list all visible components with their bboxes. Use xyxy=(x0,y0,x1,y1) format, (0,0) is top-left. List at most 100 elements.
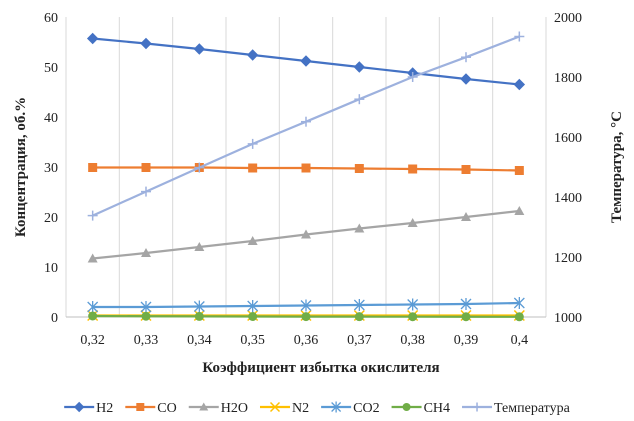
legend-marker xyxy=(402,403,411,411)
data-point-ch4 xyxy=(461,312,471,322)
data-point-h2o xyxy=(407,218,418,227)
legend-label: CH4 xyxy=(424,401,450,416)
data-point-h2 xyxy=(353,61,366,73)
data-point-h2o xyxy=(87,253,98,263)
data-point-температура xyxy=(407,72,418,82)
x-tick-label: 0,33 xyxy=(134,333,159,348)
data-point-температура xyxy=(301,116,311,127)
data-point-h2o xyxy=(354,223,365,233)
x-axis-title: Коэффициент избытка окислителя xyxy=(202,360,439,376)
legend-marker xyxy=(269,401,281,413)
legend-label: H2O xyxy=(221,401,248,416)
y-tick-label: 60 xyxy=(44,11,58,26)
data-point-co2 xyxy=(87,301,99,313)
data-point-co2 xyxy=(353,299,365,311)
y-tick-label: 10 xyxy=(44,261,58,276)
data-point-h2o xyxy=(461,212,471,221)
series-co2 xyxy=(87,297,525,313)
series-h2o xyxy=(87,206,525,263)
legend-label: CO xyxy=(157,401,176,416)
legend-item-n2: N2 xyxy=(259,401,309,416)
legend-item-температура: Температура xyxy=(462,401,571,416)
data-point-температура xyxy=(194,162,205,173)
x-tick-label: 0,35 xyxy=(240,333,265,348)
data-point-co2 xyxy=(407,298,419,311)
x-tick-label: 0,37 xyxy=(347,333,372,348)
data-point-температура xyxy=(247,138,258,149)
data-point-ch4 xyxy=(88,311,98,321)
data-point-co2 xyxy=(300,299,312,312)
tick-labels: 0,32 0,33 0,34 0,35 0,36 0,37 0,38 0,39 0,4 0 10 20… xyxy=(44,11,582,348)
data-point-ch4 xyxy=(141,311,151,321)
y2-tick-label: 1200 xyxy=(554,251,582,266)
y-tick-label: 30 xyxy=(44,161,58,176)
data-point-ch4 xyxy=(194,311,204,321)
legend-label: CO2 xyxy=(353,401,379,416)
data-point-ch4 xyxy=(354,312,364,322)
legend-item-co2: CO2 xyxy=(321,401,380,416)
legend-label: Температура xyxy=(494,401,571,416)
series-ch4 xyxy=(88,311,524,322)
data-point-температура xyxy=(354,94,365,105)
x-tick-label: 0,36 xyxy=(294,333,319,348)
data-point-h2o xyxy=(301,229,311,239)
data-point-ch4 xyxy=(408,312,418,322)
data-point-co2 xyxy=(513,297,525,309)
series-h2 xyxy=(86,32,526,91)
x-tick-label: 0,34 xyxy=(187,333,212,348)
data-point-температура xyxy=(141,186,151,197)
data-point-co xyxy=(141,163,151,172)
y2-tick-label: 1400 xyxy=(554,191,582,206)
data-point-h2 xyxy=(193,43,206,55)
data-point-h2o xyxy=(514,206,525,215)
data-point-h2 xyxy=(246,49,259,61)
data-point-h2 xyxy=(460,73,472,85)
data-point-ch4 xyxy=(248,312,258,321)
y-tick-label: 50 xyxy=(44,61,58,76)
series-group xyxy=(86,31,526,322)
data-point-co2 xyxy=(193,300,205,313)
data-point-h2 xyxy=(513,78,526,91)
data-point-h2 xyxy=(86,32,99,45)
y-tick-label: 40 xyxy=(44,111,58,126)
data-point-температура xyxy=(461,52,471,63)
legend-label: N2 xyxy=(292,401,309,416)
data-point-co xyxy=(301,163,311,173)
legend-marker xyxy=(331,401,342,413)
data-point-co xyxy=(88,163,98,172)
data-point-co xyxy=(408,164,418,174)
data-point-h2o xyxy=(141,248,151,257)
y2-axis-title: Температура, °С xyxy=(609,111,625,223)
legend-item-co: CO xyxy=(125,401,177,416)
y2-tick-label: 2000 xyxy=(554,11,582,26)
x-tick-label: 0,39 xyxy=(454,333,479,348)
legend-marker xyxy=(136,403,145,411)
x-tick-label: 0,32 xyxy=(80,333,105,348)
data-point-h2o xyxy=(194,242,205,251)
data-point-co2 xyxy=(140,301,152,313)
legend: H2 CO H2O N2 CO2 CH4 Температура xyxy=(64,401,571,416)
legend-marker xyxy=(73,401,85,413)
y2-tick-label: 1600 xyxy=(554,131,582,146)
data-point-co xyxy=(354,164,364,173)
data-point-co2 xyxy=(460,298,472,310)
series-температура xyxy=(87,31,525,221)
data-point-ch4 xyxy=(514,312,524,322)
legend-marker xyxy=(199,402,209,411)
data-point-температура xyxy=(87,210,98,221)
series-co xyxy=(88,163,524,175)
y-axis-title: Концентрация, об.% xyxy=(13,97,29,237)
legend-item-h2o: H2O xyxy=(188,401,248,416)
legend-marker xyxy=(472,402,482,412)
data-point-co xyxy=(248,163,258,173)
y2-tick-label: 1000 xyxy=(554,311,582,326)
legend-item-ch4: CH4 xyxy=(391,401,450,416)
y2-tick-label: 1800 xyxy=(554,71,582,86)
data-point-ch4 xyxy=(301,312,311,322)
data-point-co xyxy=(461,165,471,174)
x-tick-label: 0,38 xyxy=(400,333,425,348)
y-tick-label: 0 xyxy=(51,311,58,326)
data-point-h2o xyxy=(247,236,258,245)
marker-stroke xyxy=(269,401,281,413)
